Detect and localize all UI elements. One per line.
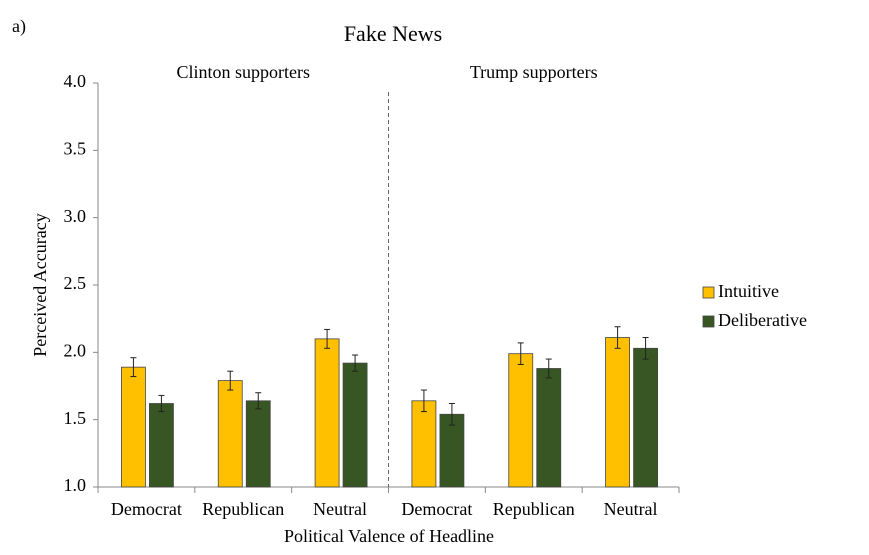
panel-label: a) bbox=[12, 16, 26, 37]
bar bbox=[342, 362, 368, 488]
error-bar bbox=[130, 357, 137, 378]
bar bbox=[217, 380, 243, 488]
error-bar bbox=[545, 358, 552, 379]
bar bbox=[245, 400, 271, 488]
x-tick-label: Republican bbox=[493, 499, 575, 519]
y-tick-label: 2.5 bbox=[64, 273, 87, 293]
x-tick-label: Republican bbox=[202, 499, 284, 519]
error-bar bbox=[227, 370, 234, 391]
y-tick-label: 1.5 bbox=[64, 408, 87, 428]
error-bar bbox=[517, 342, 524, 365]
y-tick-label: 2.0 bbox=[64, 340, 87, 360]
x-tick-label: Democrat bbox=[401, 499, 472, 519]
bar bbox=[633, 347, 658, 488]
y-tick-label: 3.0 bbox=[64, 206, 87, 226]
x-tick-label: Democrat bbox=[111, 499, 182, 519]
bar bbox=[121, 366, 146, 488]
chart-title: Fake News bbox=[344, 21, 442, 46]
y-tick-label: 4.0 bbox=[64, 71, 87, 91]
legend-label: Deliberative bbox=[718, 310, 807, 330]
error-bar bbox=[352, 354, 359, 372]
legend-swatch bbox=[702, 286, 715, 299]
error-bar bbox=[614, 326, 621, 349]
bar bbox=[508, 353, 534, 488]
bar bbox=[439, 413, 465, 488]
x-axis-label: Political Valence of Headline bbox=[284, 526, 494, 546]
error-bar bbox=[420, 389, 427, 413]
error-bar bbox=[642, 337, 649, 360]
legend-label: Intuitive bbox=[718, 281, 779, 301]
x-tick-label: Neutral bbox=[604, 499, 658, 519]
panel-label: Clinton supporters bbox=[177, 62, 311, 82]
error-bar bbox=[448, 403, 455, 426]
bar bbox=[314, 338, 340, 488]
x-tick-label: Neutral bbox=[313, 499, 367, 519]
bar bbox=[605, 337, 630, 488]
y-tick-label: 3.5 bbox=[64, 138, 87, 158]
y-tick-label: 1.0 bbox=[64, 475, 87, 495]
error-bar bbox=[158, 394, 165, 413]
error-bar bbox=[324, 328, 331, 349]
error-bar bbox=[255, 392, 262, 410]
bar bbox=[536, 368, 562, 488]
y-axis-label: Perceived Accuracy bbox=[30, 213, 50, 356]
bar bbox=[411, 400, 437, 488]
legend-swatch bbox=[702, 315, 715, 328]
bar bbox=[149, 403, 174, 488]
panel-label: Trump supporters bbox=[470, 62, 598, 82]
